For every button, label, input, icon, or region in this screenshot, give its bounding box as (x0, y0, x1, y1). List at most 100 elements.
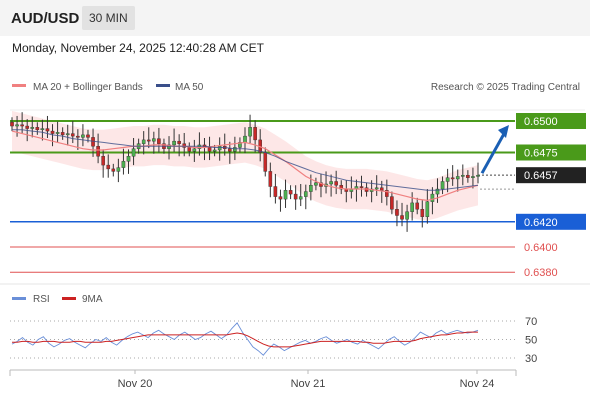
candle-body (283, 190, 288, 200)
candle-body (425, 201, 430, 217)
ma9-legend-swatch (62, 297, 76, 300)
candle-body (303, 191, 308, 197)
candle-body (450, 177, 455, 180)
candle-body (177, 140, 181, 144)
forecast-arrow-shaft (480, 131, 507, 174)
candle-body (146, 139, 151, 142)
candle-body (435, 188, 440, 195)
ma50-line (12, 129, 479, 191)
candle-body (70, 133, 75, 137)
ma9-legend-label: 9MA (82, 294, 103, 305)
rsi-tick-50: 50 (525, 335, 537, 347)
candle-body (334, 181, 338, 186)
level-label-0.6500: 0.6500 (524, 116, 558, 128)
candle-body (440, 181, 445, 190)
x-tick-label: Nov 24 (460, 378, 495, 390)
candle-body (263, 152, 268, 172)
x-tick-label: Nov 20 (118, 378, 153, 390)
candle-body (359, 186, 364, 188)
candle-body (298, 196, 303, 200)
candle-body (233, 147, 237, 152)
ma20-line (11, 130, 479, 202)
candle-body (430, 193, 435, 202)
candle-body (55, 132, 60, 134)
candle-body (405, 211, 409, 220)
candle-body (212, 149, 217, 152)
candlesticks (10, 112, 480, 232)
candle-body (81, 134, 85, 138)
candle-body (101, 156, 105, 166)
candle-body (111, 168, 116, 172)
ma20-legend-swatch (12, 84, 26, 87)
candle-body (86, 134, 90, 138)
candle-body (20, 124, 24, 127)
candle-body (288, 190, 293, 195)
level-label-0.6400: 0.6400 (524, 242, 558, 254)
candle-body (466, 174, 470, 178)
candle-body (167, 144, 171, 149)
candle-body (182, 143, 187, 148)
candle-body (60, 132, 65, 136)
candle-body (207, 147, 212, 152)
timeframe-badge[interactable]: 30 MIN (82, 6, 135, 30)
last-price-label: 0.6457 (524, 170, 558, 182)
candle-body (197, 144, 202, 149)
rsi-legend-swatch (12, 297, 26, 300)
candle-body (253, 127, 257, 141)
candle-body (390, 196, 394, 210)
candle-body (65, 133, 70, 136)
candle-body (76, 135, 80, 138)
ma50-legend-label: MA 50 (175, 82, 204, 93)
candle-body (461, 174, 465, 177)
x-tick-label: Nov 21 (291, 378, 326, 390)
candle-body (293, 193, 298, 200)
candle-body (172, 140, 176, 146)
candle-body (476, 174, 480, 177)
candle-body (126, 156, 131, 162)
level-label-0.6380: 0.6380 (524, 267, 558, 279)
candle-body (395, 208, 399, 216)
forecast-arrow-head (498, 125, 509, 138)
candle-body (385, 190, 389, 197)
level-tag-0.6500 (516, 113, 586, 129)
candle-body (455, 176, 460, 180)
candle-body (248, 127, 252, 137)
candle-body (278, 196, 283, 200)
top-bar: AUD/USD 30 MIN (0, 0, 590, 36)
candle-body (187, 147, 192, 152)
instrument-pair: AUD/USD (11, 10, 80, 27)
level-tag-0.6420 (516, 213, 586, 230)
candle-body (243, 135, 247, 143)
candle-body (415, 202, 420, 210)
candle-body (217, 145, 222, 151)
candle-body (25, 125, 29, 129)
rsi-panel: 70 50 30 (10, 316, 537, 365)
candle-body (50, 130, 55, 134)
chart-datetime: Monday, November 24, 2025 12:40:28 AM CE… (12, 41, 264, 55)
candle-body (374, 187, 379, 190)
rsi-tick-70: 70 (525, 316, 537, 328)
candle-body (471, 176, 475, 178)
time-axis: Nov 20 Nov 21 Nov 24 (118, 370, 495, 390)
candle-body (157, 138, 161, 144)
forecast-arrow (480, 125, 509, 174)
candle-body (309, 185, 313, 192)
candle-body (273, 186, 278, 197)
candle-body (339, 185, 344, 190)
candle-body (131, 148, 136, 157)
candle-body (192, 148, 197, 152)
candle-body (116, 167, 121, 172)
candle-body (445, 177, 450, 182)
candle-body (15, 124, 19, 127)
candle-body (379, 187, 384, 191)
candle-body (106, 164, 111, 170)
candle-body (410, 202, 414, 212)
candle-body (329, 181, 333, 185)
level-tag-0.6475 (516, 144, 586, 161)
candle-body (228, 148, 232, 152)
candle-body (238, 142, 242, 148)
candle-body (45, 128, 50, 132)
candle-body (121, 161, 126, 168)
candle-body (10, 122, 14, 127)
ma50-legend-swatch (156, 84, 170, 87)
